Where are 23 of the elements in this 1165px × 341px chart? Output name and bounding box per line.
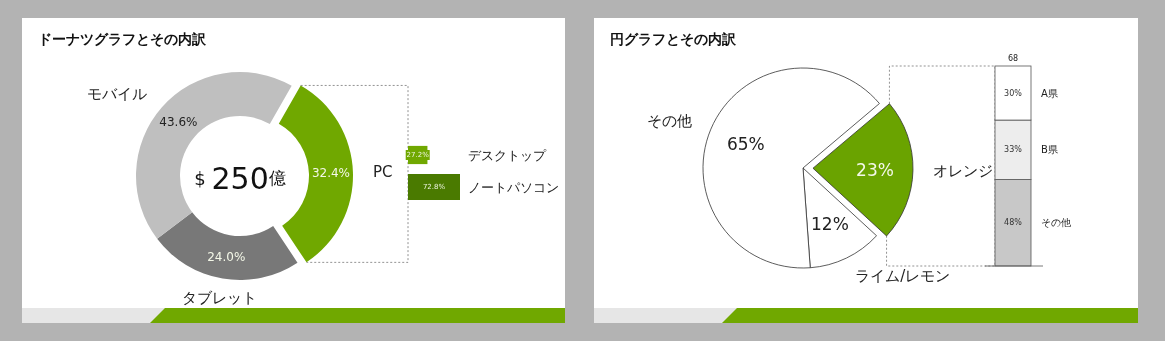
chart-title: ドーナツグラフとその内訳 (38, 31, 207, 47)
slice-label: タブレット (181, 289, 257, 308)
data-label: 12% (811, 213, 849, 234)
y-tick-label: ノートパソコン (468, 179, 559, 195)
slice-label: ライム/レモン (855, 267, 951, 286)
chart-title: 円グラフとその内訳 (610, 31, 737, 47)
slice-label: その他 (647, 112, 693, 131)
series-label: その他 (1041, 217, 1071, 229)
data-label: 65% (726, 133, 765, 154)
data-label: 30% (1004, 88, 1023, 98)
slice-label: モバイル (86, 85, 147, 104)
series-label: A県 (1041, 87, 1058, 99)
data-label: 43.6% (159, 114, 198, 129)
data-label: 32.4% (311, 166, 351, 180)
y-tick-label: デスクトップ (468, 147, 547, 163)
series-label: B県 (1041, 144, 1058, 156)
data-label: 24.0% (207, 249, 246, 264)
data-label: 33% (1004, 145, 1023, 155)
data-label: 23% (856, 159, 894, 180)
slice-label: PC (372, 162, 393, 181)
slice-label: オレンジ (932, 161, 993, 180)
text: 68 (1007, 54, 1019, 63)
data-label: 48% (1004, 218, 1023, 228)
